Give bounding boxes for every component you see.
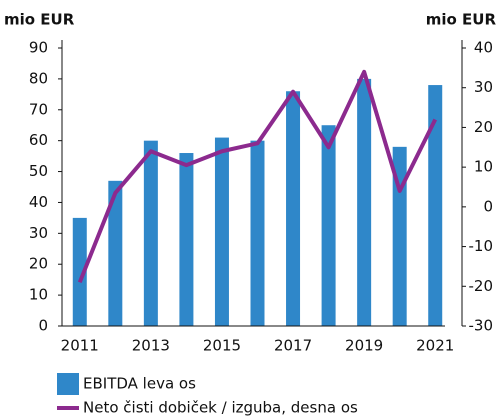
bar xyxy=(179,153,194,326)
bar xyxy=(214,137,229,326)
y-tick-label: 70 xyxy=(29,100,48,118)
y2-tick-label: -30 xyxy=(469,317,494,335)
y2-tick-label: -10 xyxy=(469,237,494,255)
y2-tick-label: -20 xyxy=(469,277,494,295)
line xyxy=(77,69,438,284)
bar xyxy=(392,146,407,326)
x-tick-label: 2013 xyxy=(132,337,170,355)
y-tick-label: 0 xyxy=(38,317,48,335)
x-tick-label: 2021 xyxy=(416,337,454,355)
y2-tick-label: 40 xyxy=(474,39,493,57)
y-tick-label: 50 xyxy=(29,162,48,180)
y-tick-label: 20 xyxy=(29,255,48,273)
bar xyxy=(108,180,123,326)
bar xyxy=(72,217,87,326)
legend-label: Neto čisti dobiček / izguba, desna os xyxy=(83,399,358,417)
bar xyxy=(357,78,372,326)
y2-axis-label: mio EUR xyxy=(426,11,497,29)
x-tick-label: 2019 xyxy=(345,337,383,355)
bar xyxy=(286,91,301,326)
y-tick-label: 90 xyxy=(29,39,48,57)
legend-label: EBITDA leva os xyxy=(83,375,196,393)
y-tick-label: 30 xyxy=(29,224,48,242)
y2-tick-label: 30 xyxy=(474,78,493,96)
y-axis-label: mio EUR xyxy=(4,11,75,29)
y-tick-label: 80 xyxy=(29,69,48,87)
y2-tick-label: 0 xyxy=(483,197,493,215)
x-tick-label: 2011 xyxy=(61,337,99,355)
bar xyxy=(321,125,336,326)
x-tick-label: 2017 xyxy=(274,337,312,355)
bar xyxy=(428,85,443,326)
y2-tick-label: 10 xyxy=(474,158,493,176)
y-tick-label: 60 xyxy=(29,131,48,149)
y-tick-label: 10 xyxy=(29,286,48,304)
legend-swatch xyxy=(57,373,79,395)
bar xyxy=(250,140,265,326)
bar xyxy=(143,140,158,326)
y-tick-label: 40 xyxy=(29,193,48,211)
y2-tick-label: 20 xyxy=(474,118,493,136)
x-tick-label: 2015 xyxy=(203,337,241,355)
